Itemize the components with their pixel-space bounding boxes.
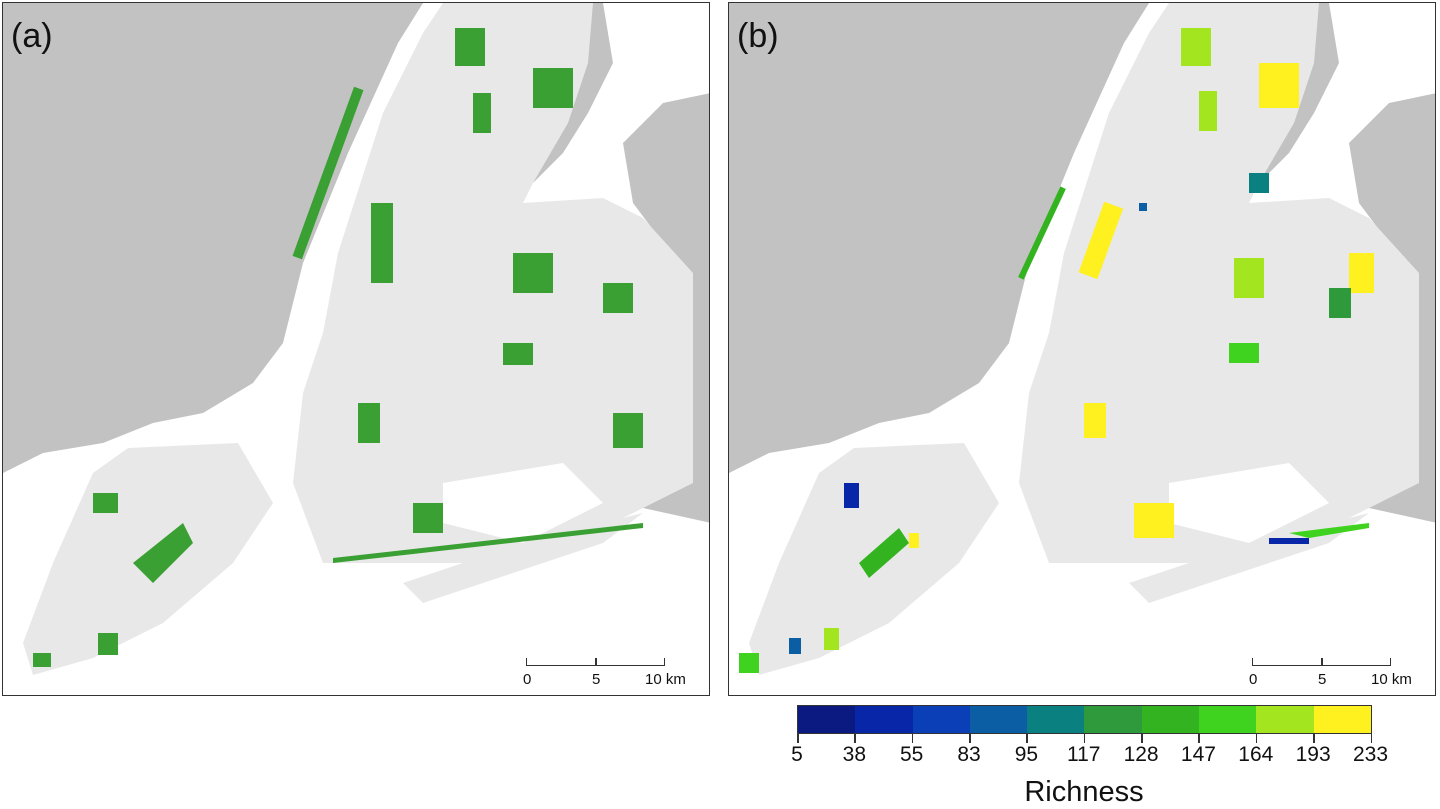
legend-tick-label: 233 bbox=[1352, 743, 1389, 766]
legend-tick bbox=[1198, 734, 1200, 743]
legend-tick-label: 5 bbox=[791, 743, 803, 766]
richness-patches bbox=[739, 28, 1374, 673]
legend-tick-label: 95 bbox=[1014, 743, 1039, 766]
legend-tick-label: 117 bbox=[1067, 743, 1101, 766]
map-a bbox=[3, 3, 709, 675]
map-b bbox=[729, 3, 1435, 675]
legend-tick bbox=[854, 734, 856, 743]
legend-tick-label: 128 bbox=[1123, 743, 1159, 766]
legend-tick bbox=[969, 734, 971, 743]
legend-swatch bbox=[1141, 706, 1200, 733]
richness-color-legend bbox=[797, 705, 1372, 734]
panel-label: (b) bbox=[737, 17, 779, 55]
legend-tick bbox=[1370, 734, 1372, 743]
legend-tick bbox=[797, 734, 799, 743]
legend-swatch bbox=[1313, 706, 1371, 733]
legend-swatch bbox=[1084, 706, 1142, 733]
legend-tick-label: 55 bbox=[900, 743, 924, 766]
legend-tick bbox=[1083, 734, 1086, 743]
legend-swatch bbox=[1199, 706, 1257, 733]
legend-tick bbox=[1026, 734, 1028, 743]
green-spaces bbox=[33, 28, 643, 667]
panel-label: (a) bbox=[11, 17, 53, 55]
legend-tick bbox=[911, 734, 914, 743]
legend-tick-label: 147 bbox=[1180, 743, 1216, 766]
legend-swatch bbox=[855, 706, 913, 733]
scale-bar: 0 5 10 km bbox=[1249, 655, 1419, 695]
legend-title: Richness bbox=[1024, 776, 1144, 808]
legend-swatch bbox=[1027, 706, 1085, 733]
legend-swatch bbox=[1256, 706, 1314, 733]
scale-bar: 0 5 10 km bbox=[523, 655, 693, 695]
legend-tick-label: 83 bbox=[957, 743, 981, 766]
legend-tick-label: 164 bbox=[1238, 743, 1274, 766]
legend-swatch bbox=[798, 706, 856, 733]
legend-tick bbox=[1141, 734, 1143, 743]
legend-swatch bbox=[912, 706, 970, 733]
legend-tick bbox=[1313, 734, 1315, 743]
panel-b: (b) 0 5 10 km bbox=[728, 2, 1436, 696]
legend-tick-label: 193 bbox=[1295, 743, 1331, 766]
panel-a: (a) 0 5 10 km bbox=[2, 2, 710, 696]
legend-swatch bbox=[969, 706, 1028, 733]
legend-tick bbox=[1255, 734, 1258, 743]
legend-tick-label: 38 bbox=[842, 743, 867, 766]
